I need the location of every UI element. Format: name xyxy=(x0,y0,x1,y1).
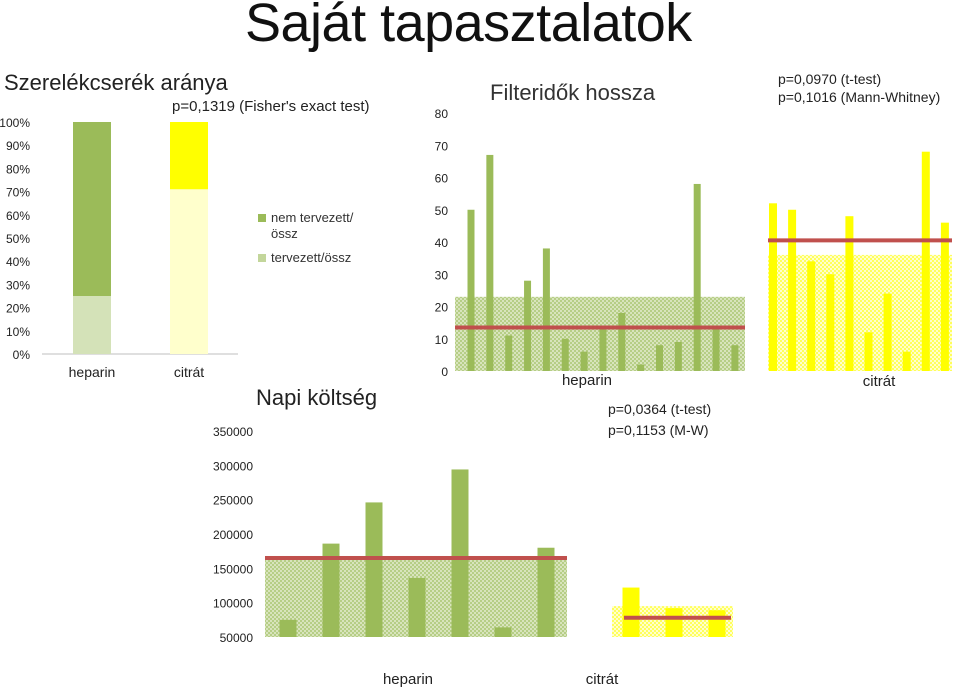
chart2-bar-heparin xyxy=(618,312,626,371)
chart1-category-label: citrát xyxy=(174,364,204,380)
chart2-bar-heparin xyxy=(599,329,607,371)
chart1-bar-citrat-unplanned xyxy=(170,122,208,190)
chart2-bar-citrat xyxy=(769,203,777,371)
chart2-annotation-right-line1: p=0,0970 (t-test) xyxy=(778,71,882,87)
chart2-bar-heparin xyxy=(731,345,739,371)
chart2-bar-citrat xyxy=(921,151,930,371)
chart1-ytick: 60% xyxy=(6,209,30,223)
chart2-bar-heparin xyxy=(693,183,701,371)
chart1-ytick: 20% xyxy=(6,302,30,316)
chart2-bar-heparin xyxy=(656,345,663,371)
chart2-title: Filteridők hossza xyxy=(490,80,656,105)
chart1-ytick: 10% xyxy=(6,325,30,339)
chart3-bar-heparin xyxy=(322,543,340,637)
chart2-plot: 0 10 20 30 40 50 60 70 80 heparin citrát xyxy=(435,107,952,390)
chart3-ytick: 150000 xyxy=(213,562,253,576)
chart2-bar-heparin xyxy=(467,209,475,371)
page-title: Saját tapasztalatok xyxy=(245,0,692,53)
chart2-bar-citrat xyxy=(940,222,949,371)
chart1-plot: 0% 10% 20% 30% 40% 50% 60% 70% 80% 90% 100% heparin… xyxy=(0,116,238,380)
chart3-bar-citrat xyxy=(665,608,683,637)
chart3-bar-citrat xyxy=(622,587,640,637)
chart1-annotation: p=0,1319 (Fisher's exact test) xyxy=(172,98,370,115)
chart3-group-label-citrat: citrát xyxy=(586,671,619,688)
chart1-ytick: 50% xyxy=(6,232,30,246)
chart2-bar-citrat xyxy=(902,351,911,371)
chart2-annotation-bottom-line2: p=0,1153 (M-W) xyxy=(608,422,709,438)
chart3-ytick: 250000 xyxy=(213,494,253,508)
chart1-ytick: 40% xyxy=(6,255,30,269)
chart3-ytick: 50000 xyxy=(220,631,254,645)
chart2-bar-heparin xyxy=(542,248,550,371)
chart2-group-label-citrat: citrát xyxy=(863,373,896,390)
chart1-legend: nem tervezett/össz tervezett/össz xyxy=(258,210,371,266)
legend-item-planned: tervezett/össz xyxy=(258,250,371,266)
legend-item-unplanned: nem tervezett/össz xyxy=(258,210,371,242)
chart3-bar-heparin xyxy=(494,627,512,637)
chart3-bar-heparin xyxy=(279,619,297,637)
chart3-bar-citrat xyxy=(708,610,726,637)
chart2-annotation-bottom: p=0,0364 (t-test) p=0,1153 (M-W) xyxy=(608,399,711,441)
chart3-group-label-heparin: heparin xyxy=(383,671,433,688)
chart2-ytick: 50 xyxy=(435,204,449,218)
chart2-ytick: 40 xyxy=(435,236,449,250)
chart2-band-citrat xyxy=(768,254,952,371)
chart1-ytick: 70% xyxy=(6,186,30,200)
chart2-bar-heparin xyxy=(561,338,569,371)
chart3-ytick: 300000 xyxy=(213,459,253,473)
chart3-bar-heparin xyxy=(451,469,469,637)
chart2-ytick: 30 xyxy=(435,268,449,282)
chart1-title: Szerelékcserék aránya xyxy=(4,70,228,95)
chart1-bar-citrat-planned xyxy=(170,189,208,354)
chart1-bar-heparin-planned xyxy=(73,296,111,354)
chart3-bar-heparin xyxy=(408,577,426,637)
chart3-title: Napi költség xyxy=(256,385,378,410)
chart2-bar-citrat xyxy=(845,216,854,371)
chart2-bar-heparin xyxy=(637,364,645,371)
chart2-ytick: 70 xyxy=(435,139,449,153)
chart3-ytick: 100000 xyxy=(213,597,253,611)
chart2-bar-citrat xyxy=(864,332,873,371)
chart2-group-label-heparin: heparin xyxy=(562,372,612,389)
chart2-bar-heparin xyxy=(580,351,588,371)
chart2-bar-heparin xyxy=(674,341,682,371)
legend-swatch-planned xyxy=(258,254,266,262)
chart1-ytick: 0% xyxy=(13,348,31,362)
chart2-bar-citrat xyxy=(883,293,892,371)
chart2-annotation-right: p=0,0970 (t-test) p=0,1016 (Mann-Whitney… xyxy=(778,70,940,106)
chart1-category-label: heparin xyxy=(69,364,116,380)
chart2-bar-citrat xyxy=(807,261,816,371)
chart1-ytick: 100% xyxy=(0,116,30,130)
chart3-ytick: 350000 xyxy=(213,425,253,439)
chart2-bar-citrat xyxy=(788,209,797,371)
chart1-bar-heparin-unplanned xyxy=(73,122,111,296)
chart2-bar-heparin xyxy=(486,154,494,371)
chart2-ytick: 0 xyxy=(441,365,448,379)
chart2-bar-heparin xyxy=(712,329,720,371)
chart2-annotation-bottom-line1: p=0,0364 (t-test) xyxy=(608,401,712,417)
legend-swatch-unplanned xyxy=(258,214,266,222)
chart2-ytick: 10 xyxy=(435,333,449,347)
chart2-ytick: 80 xyxy=(435,107,449,121)
chart2-ytick: 60 xyxy=(435,172,449,186)
chart2-bar-citrat xyxy=(826,274,835,371)
chart2-bar-heparin xyxy=(505,335,513,371)
legend-label-unplanned: nem tervezett/össz xyxy=(271,210,354,241)
chart3-plot: 50000 100000 150000 200000 250000 300000 35000… xyxy=(213,425,733,688)
chart2-ytick: 20 xyxy=(435,301,449,315)
chart2-annotation-right-line2: p=0,1016 (Mann-Whitney) xyxy=(778,89,941,105)
chart1-ytick: 90% xyxy=(6,139,30,153)
chart3-bar-heparin xyxy=(537,547,555,637)
chart3-bar-heparin xyxy=(365,502,383,637)
chart1-ytick: 80% xyxy=(6,162,30,176)
chart3-ytick: 200000 xyxy=(213,528,253,542)
legend-label-planned: tervezett/össz xyxy=(271,250,352,265)
chart1-ytick: 30% xyxy=(6,278,30,292)
